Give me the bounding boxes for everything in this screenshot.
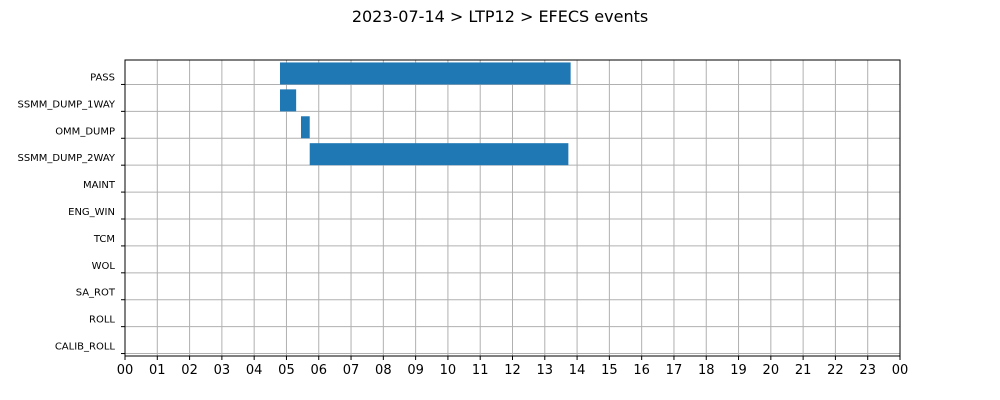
bar-ssmm-dump-2way (309, 143, 569, 166)
x-tick-label: 22 (827, 363, 844, 378)
x-tick-label: 12 (504, 363, 521, 378)
y-tick-label: PASS (90, 72, 115, 83)
y-tick-label: TCM (93, 234, 115, 245)
x-tick-label: 23 (859, 363, 876, 378)
x-tick-label: 21 (795, 363, 812, 378)
x-tick-label: 14 (569, 363, 586, 378)
x-tick-label: 09 (407, 363, 424, 378)
x-tick-label: 06 (310, 363, 327, 378)
x-tick-label: 03 (214, 363, 231, 378)
x-tick-label: 15 (601, 363, 618, 378)
x-tick-label: 08 (375, 363, 392, 378)
x-tick-label: 16 (633, 363, 650, 378)
bar-pass (280, 62, 571, 85)
grid-lines (124, 60, 901, 356)
y-tick-label: CALIB_ROLL (55, 342, 116, 353)
y-tick-label: MAINT (83, 180, 116, 191)
x-tick-label: 04 (246, 363, 263, 378)
y-tick-label: ENG_WIN (68, 207, 115, 218)
x-tick-label: 02 (181, 363, 198, 378)
x-axis-ticks: 00 01 02 03 04 05 06 07 08 09 10 11 12 13 14 15 16 17 18 19… (117, 356, 909, 378)
y-axis-ticks: PASS SSMM_DUMP_1WAY OMM_DUMP SSMM_DUMP_2WAY… (17, 72, 125, 355)
x-tick-label: 19 (730, 363, 747, 378)
bar-omm-dump (300, 116, 310, 139)
y-tick-label: ROLL (89, 315, 115, 326)
x-tick-label: 17 (666, 363, 683, 378)
y-tick-label: SA_ROT (76, 288, 116, 299)
x-tick-label: 07 (343, 363, 360, 378)
y-tick-label: WOL (92, 261, 116, 272)
x-tick-label: 11 (472, 363, 489, 378)
x-tick-label: 18 (698, 363, 715, 378)
x-tick-label: 00 (117, 363, 134, 378)
x-tick-label: 10 (440, 363, 457, 378)
x-tick-label: 05 (278, 363, 295, 378)
y-tick-label: OMM_DUMP (55, 126, 115, 137)
y-tick-label: SSMM_DUMP_1WAY (17, 99, 115, 110)
x-tick-label: 20 (763, 363, 780, 378)
bar-ssmm-dump-1way (280, 89, 297, 112)
event-bars (280, 62, 571, 166)
x-tick-label: 00 (892, 363, 909, 378)
chart-title: 2023-07-14 > LTP12 > EFECS events (352, 7, 648, 26)
x-tick-label: 13 (537, 363, 554, 378)
y-tick-label: SSMM_DUMP_2WAY (17, 153, 115, 164)
x-tick-label: 01 (149, 363, 166, 378)
